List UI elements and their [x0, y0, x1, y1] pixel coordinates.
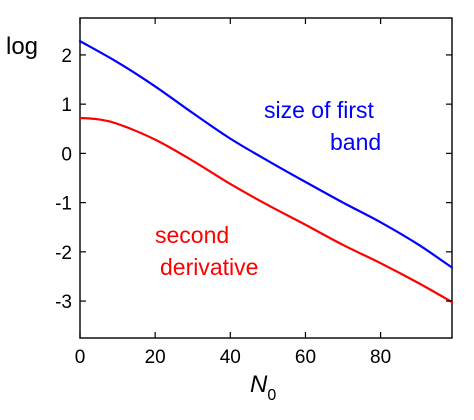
y-tick-label: -3 [55, 292, 72, 313]
annotation-blue-line-1: size of first [264, 97, 375, 123]
x-tick-label: 0 [75, 347, 86, 368]
x-tick-label: 80 [370, 347, 391, 368]
annotation-red: second derivative [155, 222, 258, 280]
annotation-blue-line-2: band [330, 129, 381, 155]
x-axis-label: N0 [250, 371, 276, 404]
series-line-first-band [78, 40, 454, 269]
y-tick-label: -1 [55, 194, 72, 215]
x-tick-label: 60 [295, 347, 316, 368]
x-axis-label-sub: 0 [267, 387, 276, 404]
annotation-red-line-1: second [155, 222, 229, 248]
annotation-blue: size of first band [264, 97, 381, 155]
plot-frame [79, 17, 453, 339]
x-tick-label: 40 [220, 347, 241, 368]
series-line-second-derivative [78, 116, 454, 304]
y-tick-label: 2 [61, 46, 72, 67]
y-axis-label: log [6, 33, 38, 60]
y-tick-label: 0 [61, 144, 72, 165]
y-tick-label: 1 [61, 95, 72, 116]
x-tick-label: 20 [145, 347, 166, 368]
y-tick-label: -2 [55, 243, 72, 264]
annotation-red-line-2: derivative [160, 254, 258, 280]
x-axis-label-main: N [250, 371, 268, 398]
